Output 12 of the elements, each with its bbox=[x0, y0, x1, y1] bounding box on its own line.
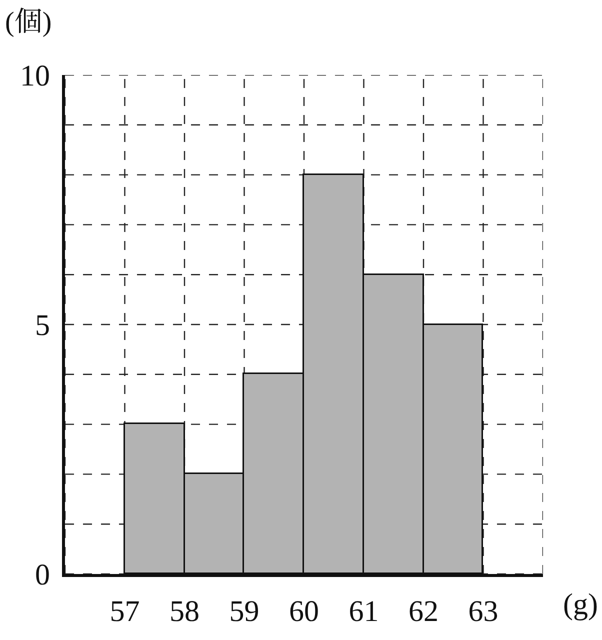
x-tick-label: 57 bbox=[110, 595, 140, 628]
y-tick-label: 5 bbox=[35, 309, 50, 342]
x-axis-title: (g) bbox=[563, 588, 598, 621]
x-tick-label: 62 bbox=[408, 595, 438, 628]
x-tick-label: 59 bbox=[229, 595, 260, 628]
x-tick-label: 60 bbox=[289, 595, 319, 628]
x-tick-label: 58 bbox=[170, 595, 200, 628]
y-axis-title: (個) bbox=[5, 7, 52, 38]
x-tick-label: 63 bbox=[468, 595, 498, 628]
x-tick-label: 61 bbox=[348, 595, 379, 628]
y-tick-label: 10 bbox=[20, 60, 50, 92]
y-tick-label: 0 bbox=[35, 558, 50, 592]
